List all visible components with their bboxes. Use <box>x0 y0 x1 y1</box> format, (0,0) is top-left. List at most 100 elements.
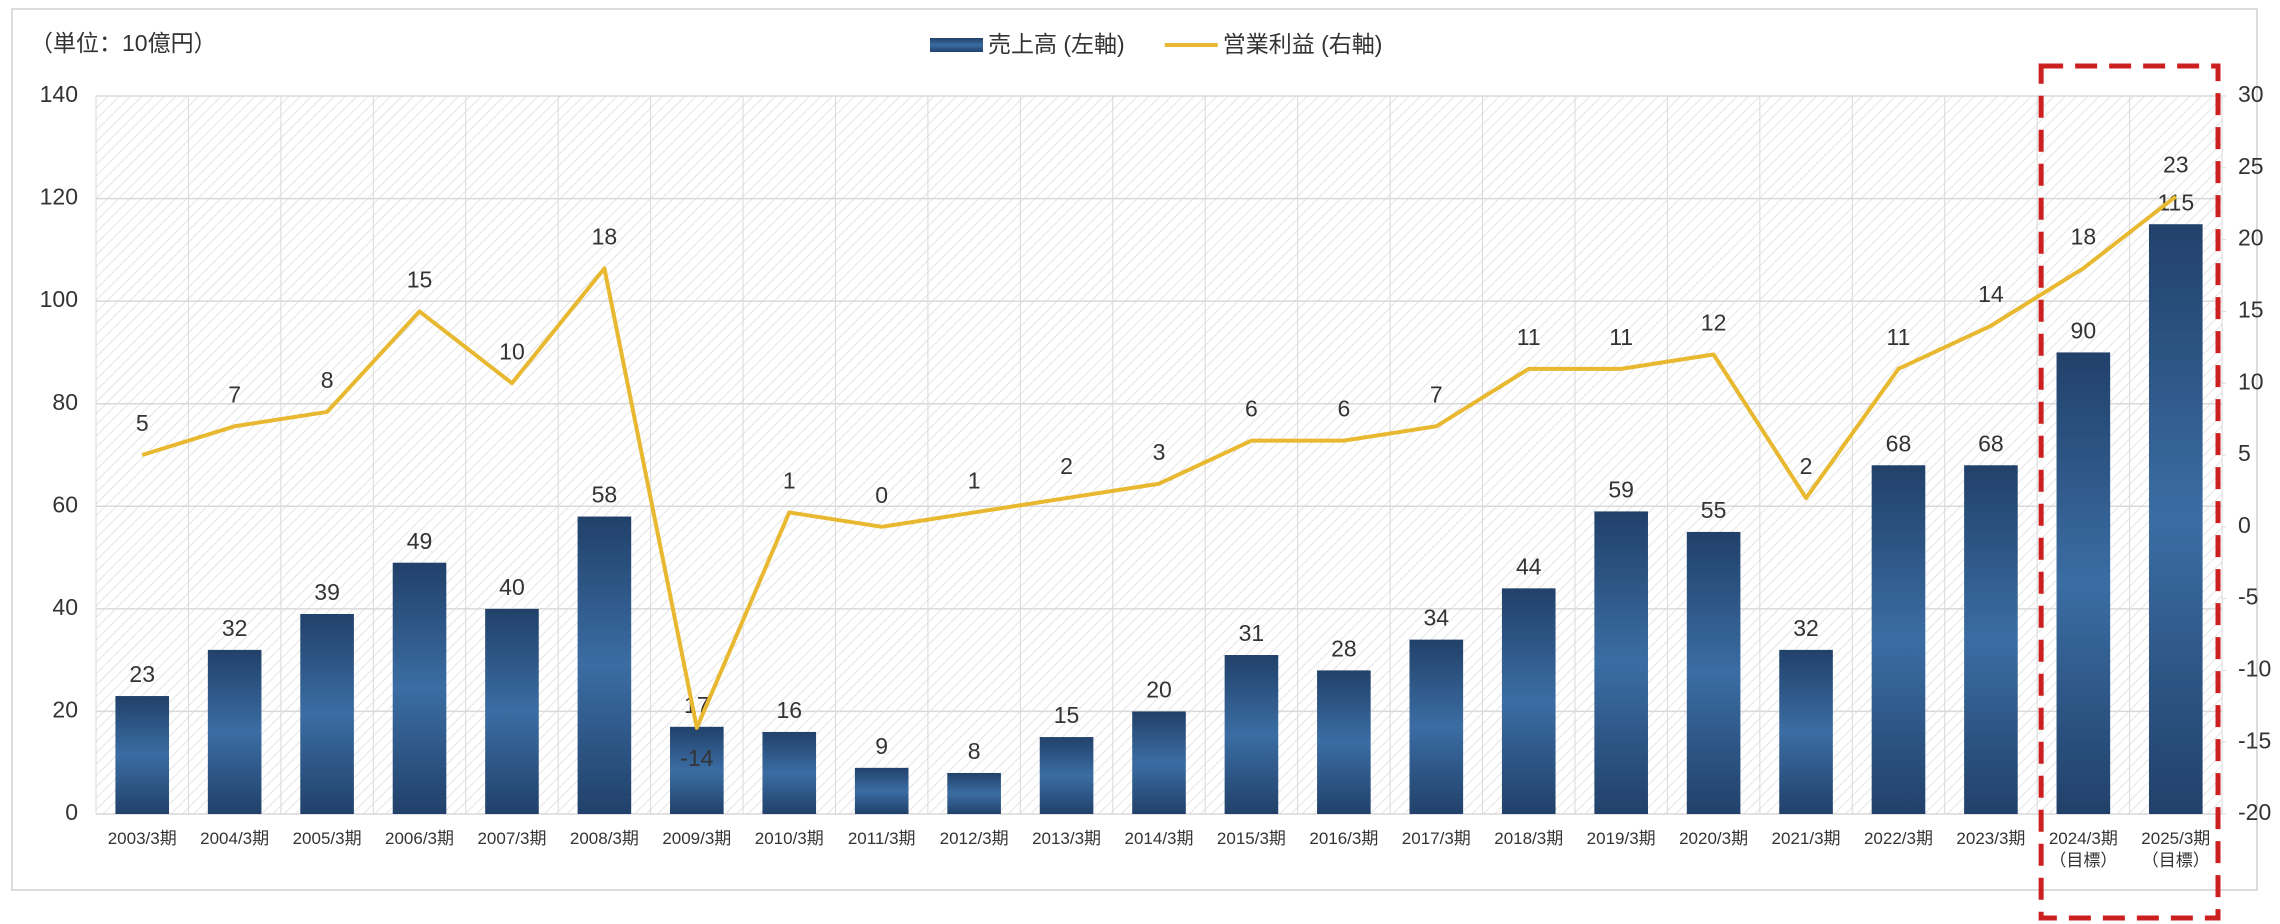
x-tick-label: 2018/3期 <box>1494 829 1564 848</box>
legend-label: 売上高 (左軸) <box>988 31 1125 57</box>
y-tick-label: 140 <box>40 81 78 107</box>
bar <box>1779 649 1833 814</box>
line-value-label: 12 <box>1701 310 1727 336</box>
legend-swatch <box>930 38 983 52</box>
y2-tick-label: 10 <box>2238 368 2264 394</box>
x-tick-label: 2009/3期 <box>662 829 732 848</box>
chart-border <box>11 8 2258 891</box>
line-value-label: 1 <box>968 468 981 494</box>
bar-value-label: 20 <box>1146 677 1172 703</box>
bar-value-label: 49 <box>407 528 433 554</box>
bar <box>1964 465 2018 814</box>
x-tick-label: 2003/3期 <box>107 829 177 848</box>
bar <box>485 608 539 814</box>
bar <box>1501 588 1556 814</box>
bar <box>1871 465 1926 814</box>
unit-label: （単位：10億円） <box>30 30 217 56</box>
y2-tick-label: 15 <box>2238 296 2264 322</box>
y2-tick-label: -20 <box>2238 799 2271 825</box>
x-tick-label: 2004/3期 <box>200 829 270 848</box>
line-value-label: 0 <box>875 482 888 508</box>
x-tick-label: 2005/3期 <box>292 829 362 848</box>
y2-tick-label: -5 <box>2238 584 2258 610</box>
x-tick-label: 2017/3期 <box>1401 829 1471 848</box>
bar-value-label: 31 <box>1239 620 1265 646</box>
bar-value-label: 23 <box>129 661 155 687</box>
bar <box>2148 224 2203 814</box>
x-tick-label: 2007/3期 <box>477 829 547 848</box>
line-value-label: 3 <box>1153 439 1166 465</box>
line-value-label: 1 <box>783 468 796 494</box>
line-value-label: 11 <box>1609 324 1633 350</box>
line-value-label: 10 <box>499 338 525 364</box>
y-tick-label: 120 <box>40 184 78 210</box>
bar-value-label: 90 <box>2071 318 2097 344</box>
x-tick-label: 2010/3期 <box>754 829 824 848</box>
bar <box>1132 711 1186 814</box>
bar <box>854 767 909 814</box>
x-tick-label: 2025/3期 （目標） <box>2141 829 2211 870</box>
highlight-box <box>2038 63 2221 921</box>
legend-label: 営業利益 (右軸) <box>1223 31 1383 57</box>
y2-tick-label: 5 <box>2238 440 2251 466</box>
bar-value-label: 16 <box>776 697 802 723</box>
bar-value-label: 15 <box>1054 702 1080 728</box>
bar-value-label: 8 <box>968 738 981 764</box>
bar <box>300 613 354 814</box>
x-tick-label: 2013/3期 <box>1032 829 1102 848</box>
y2-tick-label: 20 <box>2238 225 2264 251</box>
line-value-label: 18 <box>592 223 618 249</box>
bar <box>207 649 262 814</box>
bar-value-label: 34 <box>1424 605 1450 631</box>
line-value-label: 18 <box>2071 223 2097 249</box>
bar-value-label: 32 <box>222 615 248 641</box>
line-value-label: 7 <box>228 381 241 407</box>
line-value-label: 6 <box>1337 396 1350 422</box>
y-tick-label: 0 <box>65 799 78 825</box>
y2-tick-label: 0 <box>2238 512 2251 538</box>
bar-value-label: 55 <box>1701 497 1727 523</box>
x-tick-label: 2020/3期 <box>1679 829 1749 848</box>
x-tick-label: 2015/3期 <box>1216 829 1286 848</box>
bar-value-label: 39 <box>314 579 340 605</box>
y-tick-label: 80 <box>52 389 78 415</box>
bar <box>2056 352 2111 814</box>
bar <box>1039 737 1094 814</box>
bar <box>1317 670 1371 814</box>
x-tick-label: 2022/3期 <box>1863 829 1933 848</box>
bar-value-label: 44 <box>1516 553 1542 579</box>
line-value-label: 6 <box>1245 396 1258 422</box>
bar <box>1224 655 1279 814</box>
bar-value-label: 115 <box>2157 189 2194 215</box>
bar <box>762 731 817 814</box>
bar <box>1686 531 1741 814</box>
y2-tick-label: 25 <box>2238 153 2264 179</box>
line <box>141 194 2178 730</box>
bar <box>1409 639 1464 814</box>
x-tick-label: 2011/3期 <box>847 829 916 848</box>
line-value-label: 8 <box>321 367 334 393</box>
line-value-label: 11 <box>1887 324 1911 350</box>
bar-value-label: 28 <box>1331 635 1357 661</box>
x-tick-label: 2014/3期 <box>1124 829 1194 848</box>
bar <box>392 562 447 814</box>
plot-background <box>96 96 2222 814</box>
y2-tick-label: -15 <box>2238 727 2271 753</box>
bar <box>947 772 1001 814</box>
line-value-label: 15 <box>407 266 433 292</box>
x-tick-label: 2006/3期 <box>385 829 455 848</box>
line-value-label: 5 <box>136 410 149 436</box>
bar <box>1594 511 1648 814</box>
x-tick-label: 2016/3期 <box>1309 829 1379 848</box>
line-value-label: -14 <box>680 745 713 771</box>
bar-value-label: 32 <box>1793 615 1819 641</box>
y2-tick-label: -10 <box>2238 655 2271 681</box>
bar-value-label: 68 <box>1886 430 1912 456</box>
y-tick-label: 100 <box>40 286 78 312</box>
line-value-label: 2 <box>1060 453 1073 479</box>
x-tick-label: 2021/3期 <box>1771 829 1841 848</box>
line-value-label: 11 <box>1517 324 1541 350</box>
bar-value-label: 9 <box>875 733 888 759</box>
